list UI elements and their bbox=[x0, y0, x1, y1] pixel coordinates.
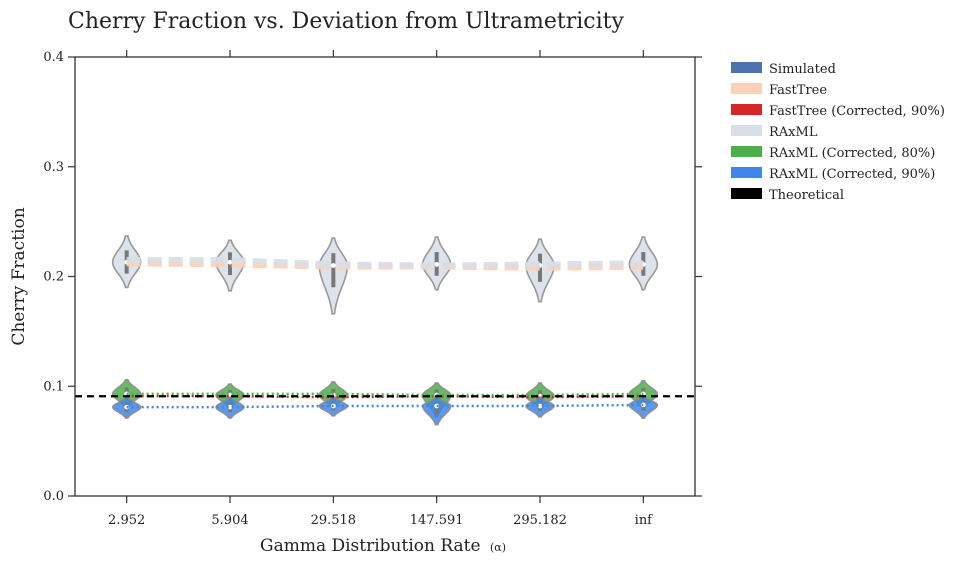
violin-group bbox=[525, 396, 555, 418]
violin-median-dot bbox=[434, 262, 440, 267]
legend-swatch-5 bbox=[731, 167, 762, 178]
series-line-5 bbox=[126, 403, 644, 409]
violin-group bbox=[421, 236, 452, 291]
legend-swatch-6 bbox=[731, 188, 762, 199]
y-tick-label: 0.4 bbox=[43, 50, 64, 65]
violin-median-dot bbox=[227, 259, 233, 265]
plot-area bbox=[75, 235, 695, 426]
y-axis-label: Cherry Fraction bbox=[9, 207, 29, 345]
plot-frame bbox=[74, 56, 696, 497]
x-tick-label: inf bbox=[635, 513, 654, 528]
legend-swatch-3 bbox=[731, 125, 762, 136]
x-tick-label: 147.591 bbox=[410, 513, 464, 528]
violin-median-dot bbox=[537, 403, 543, 409]
y-tick-label: 0.3 bbox=[43, 160, 64, 175]
y-tick-label: 0.0 bbox=[43, 489, 64, 504]
legend-label-0: Simulated bbox=[769, 62, 836, 77]
legend-swatch-2 bbox=[731, 104, 762, 115]
legend-label-5: RAxML (Corrected, 90%) bbox=[769, 167, 935, 182]
violin-median-dot bbox=[330, 263, 336, 268]
legend-label-4: RAxML (Corrected, 80%) bbox=[769, 146, 935, 161]
legend: Simulated FastTree FastTree (Corrected, 90… bbox=[731, 62, 945, 203]
y-tick-label: 0.2 bbox=[43, 270, 64, 285]
x-tick-label: 295.182 bbox=[513, 513, 567, 528]
chart-title: Cherry Fraction vs. Deviation from Ultra… bbox=[68, 9, 624, 34]
axes: 0.0 0.1 0.2 0.3 0.4 2.952 5.904 29.518 147.591 29… bbox=[43, 50, 702, 528]
violin-median-dot bbox=[227, 404, 233, 410]
y-tick-label: 0.1 bbox=[43, 379, 64, 394]
x-tick-label: 29.518 bbox=[311, 513, 357, 528]
violin-group bbox=[215, 396, 245, 419]
legend-swatch-4 bbox=[731, 146, 762, 157]
series-line-3 bbox=[126, 257, 644, 269]
legend-label-3: RAxML bbox=[769, 125, 818, 140]
x-axis-label-text: Gamma Distribution Rate bbox=[260, 536, 481, 556]
x-tick-label: 5.904 bbox=[211, 513, 248, 528]
legend-label-6: Theoretical bbox=[769, 188, 844, 203]
violin-group bbox=[215, 239, 245, 292]
violin-group bbox=[318, 237, 349, 315]
x-axis-label: Gamma Distribution Rate (α) bbox=[260, 536, 506, 556]
series-line-4 bbox=[126, 392, 644, 397]
legend-label-1: FastTree bbox=[769, 83, 827, 98]
x-tick-label: 2.952 bbox=[108, 513, 145, 528]
x-axis-label-symbol: (α) bbox=[490, 541, 506, 554]
legend-swatch-1 bbox=[731, 83, 762, 94]
legend-swatch-0 bbox=[731, 62, 762, 73]
series-line-2 bbox=[126, 394, 644, 399]
legend-label-2: FastTree (Corrected, 90%) bbox=[769, 104, 945, 119]
